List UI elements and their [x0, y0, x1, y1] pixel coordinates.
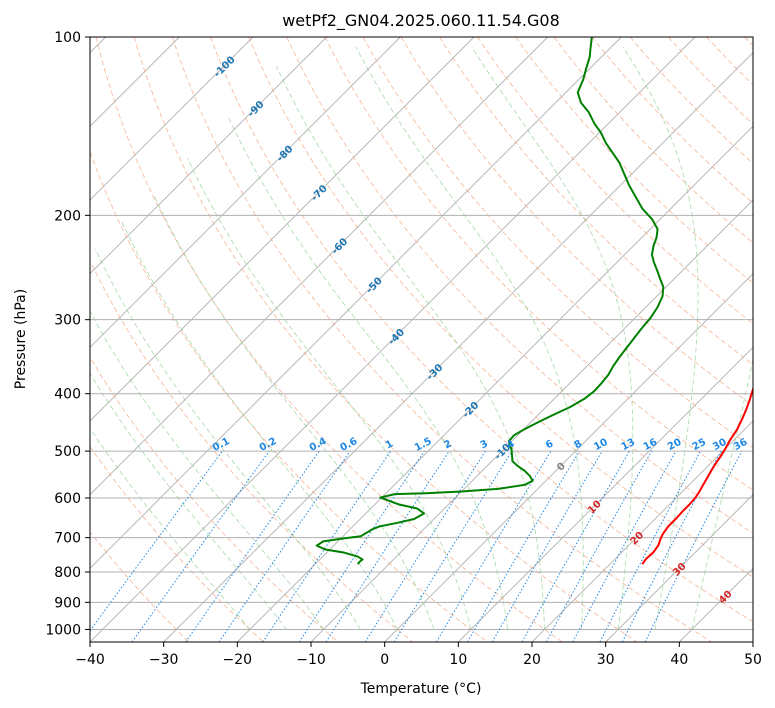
dry-adiabat-line: [95, 37, 563, 642]
plot-frame: [89, 36, 754, 643]
isotherm-line: [163, 52, 753, 642]
dry-adiabat-line: [90, 445, 264, 642]
x-tick-label: 20: [523, 652, 541, 668]
dry-adiabat-line: [515, 37, 753, 284]
y-tick-label: 400: [54, 387, 81, 403]
moist-adiabat-line: [471, 46, 634, 630]
y-tick-label: 200: [54, 208, 81, 224]
mixing-ratio-line: [545, 450, 653, 642]
mixing-ratio-label: 2: [442, 438, 453, 451]
temperature-line: [641, 386, 753, 565]
plot-background: [90, 37, 753, 642]
x-tick-label: −30: [149, 652, 179, 668]
mixing-ratio-line: [393, 450, 513, 642]
mixing-ratio-line: [364, 450, 486, 642]
y-tick-label: 600: [54, 491, 81, 507]
mixing-ratio-line: [644, 450, 743, 642]
isotherm-line: [90, 37, 327, 275]
dry-adiabat-line: [210, 37, 753, 623]
mixing-ratio-line: [131, 450, 270, 642]
mixing-ratio-line: [521, 450, 630, 642]
profile-lines: [315, 37, 753, 565]
dry-adiabat-line: [90, 356, 339, 642]
moist-adiabat-line: [622, 46, 699, 630]
isotherm-line: [90, 37, 401, 348]
moist-adiabat-line: [355, 46, 584, 630]
y-tick-label: 500: [54, 444, 81, 460]
isotherm-line: [752, 641, 753, 642]
plot-area: [90, 37, 753, 642]
mixing-ratio-line: [572, 450, 677, 642]
moist-adiabat-line: [276, 65, 545, 630]
y-axis-label: Pressure (hPa): [13, 289, 29, 389]
x-tick-label: 10: [449, 652, 467, 668]
dry-adiabat-line: [362, 37, 753, 449]
mixing-ratio-line: [435, 450, 552, 642]
y-tick-label: 300: [54, 313, 81, 329]
isotherm-line: [90, 37, 254, 201]
moist-adiabat-line: [227, 115, 509, 630]
isotherm-line: [458, 346, 753, 642]
x-tick-label: 40: [670, 652, 688, 668]
x-tick-label: 0: [380, 652, 389, 668]
mixing-ratio-label: 4: [505, 438, 516, 451]
y-tick-label: 900: [54, 595, 81, 611]
moist-adiabat-line: [120, 220, 398, 630]
x-tick-label: 30: [597, 652, 615, 668]
dewpoint-line: [315, 37, 665, 565]
mixing-ratio-label: 6: [544, 438, 555, 451]
dry-adiabat-line: [439, 37, 753, 365]
x-tick-label: −10: [296, 652, 326, 668]
x-tick-label: −20: [223, 652, 253, 668]
dry-adiabat-line: [324, 37, 753, 491]
mixing-ratio-label: 1: [384, 438, 395, 451]
mixing-ratio-line: [599, 450, 701, 642]
x-axis: −40 −30 −20 −10 0 10 20 30 40 50: [75, 642, 762, 668]
dry-adiabat-line: [286, 37, 753, 534]
moist-adiabat-line: [90, 310, 324, 630]
dry-adiabat-line: [400, 37, 753, 407]
moist-adiabat-line: [94, 248, 361, 630]
moist-adiabat-line: [691, 357, 753, 630]
y-axis: 100 200 300 400 500 600 700 800 900 1000: [45, 30, 90, 638]
x-tick-label: 50: [744, 652, 762, 668]
moist-adiabat-line: [90, 427, 251, 630]
x-axis-label: Temperature (°C): [360, 681, 482, 697]
y-tick-label: 700: [54, 531, 81, 547]
isotherm-line: [90, 37, 548, 496]
mixing-ratio-line: [185, 450, 320, 642]
dry-adiabat-line: [553, 37, 753, 244]
mixing-ratio-line: [262, 450, 392, 642]
dry-adiabat-line: [248, 37, 753, 578]
mixing-ratio-line: [90, 450, 223, 632]
isotherm-line: [90, 37, 696, 642]
mixing-ratio-label: 3: [479, 438, 490, 451]
mixing-ratio-line: [325, 450, 450, 642]
mixing-ratio-line: [218, 450, 351, 642]
y-tick-label: 800: [54, 565, 81, 581]
x-tick-label: −40: [75, 652, 105, 668]
dry-adiabat-line: [133, 37, 638, 642]
dry-adiabat-line: [629, 37, 753, 165]
isotherm-line: [237, 125, 753, 642]
isotherm-line: [90, 37, 622, 569]
chart-title: wetPf2_GN04.2025.060.11.54.G08: [282, 11, 560, 31]
moist-adiabat-line: [152, 193, 435, 630]
y-tick-label: 100: [54, 30, 81, 46]
y-tick-label: 1000: [45, 622, 81, 638]
moist-adiabat-line: [90, 372, 288, 630]
mixing-ratio-label: 8: [573, 438, 584, 451]
isotherm-line: [531, 420, 753, 642]
isotherm-line: [90, 37, 475, 422]
isotherm-line: [384, 273, 753, 642]
dry-adiabat-line: [171, 37, 712, 642]
isotherm-line: [605, 494, 753, 642]
